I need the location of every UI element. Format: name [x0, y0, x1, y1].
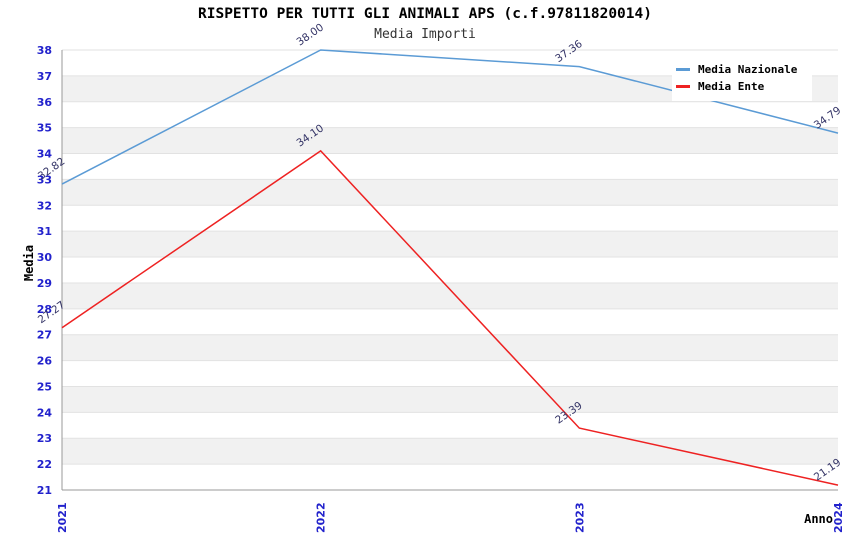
grid-band: [62, 386, 838, 413]
chart-title: RISPETTO PER TUTTI GLI ANIMALI APS (c.f.…: [198, 6, 652, 22]
y-tick-label: 27: [37, 329, 52, 342]
grid-band: [62, 334, 838, 361]
y-tick-label: 34: [37, 148, 53, 161]
legend-item-media-ente: Media Ente: [676, 80, 812, 93]
y-tick-label: 33: [37, 173, 52, 186]
x-tick-label: 2024: [832, 502, 845, 533]
point-value-label: 37.36: [553, 38, 585, 65]
legend: Media Nazionale Media Ente: [672, 55, 812, 101]
y-tick-label: 31: [37, 225, 52, 238]
y-tick-label: 29: [37, 277, 52, 290]
y-tick-label: 28: [37, 303, 52, 316]
x-tick-label: 2023: [573, 502, 586, 533]
y-tick-label: 38: [37, 44, 52, 57]
y-tick-label: 37: [37, 70, 52, 83]
grid-band: [62, 282, 838, 309]
chart-subtitle: Media Importi: [374, 27, 476, 42]
grid-band: [62, 179, 838, 206]
y-tick-label: 32: [37, 199, 52, 212]
y-tick-label: 21: [37, 484, 52, 497]
y-tick-label: 25: [37, 380, 52, 393]
grid-band: [62, 231, 838, 258]
x-axis-title: Anno: [804, 512, 833, 526]
y-tick-label: 26: [37, 355, 53, 368]
blue-line-swatch-icon: [676, 68, 690, 71]
point-value-label: 38.00: [295, 21, 327, 48]
legend-label-media-nazionale: Media Nazionale: [698, 63, 798, 76]
y-tick-label: 35: [37, 122, 52, 135]
red-line-swatch-icon: [676, 85, 690, 88]
y-axis-title: Media: [22, 244, 36, 282]
y-tick-label: 30: [37, 251, 53, 264]
y-tick-label: 22: [37, 458, 52, 471]
y-tick-label: 36: [37, 96, 53, 109]
x-tick-label: 2022: [315, 502, 328, 533]
grid-band: [62, 438, 838, 465]
grid-band: [62, 127, 838, 154]
y-tick-label: 23: [37, 432, 52, 445]
y-tick-label: 24: [37, 406, 53, 419]
series-line-media-ente: [61, 149, 839, 486]
legend-label-media-ente: Media Ente: [698, 80, 765, 93]
legend-item-media-nazionale: Media Nazionale: [676, 63, 812, 76]
x-tick-label: 2021: [56, 502, 69, 533]
